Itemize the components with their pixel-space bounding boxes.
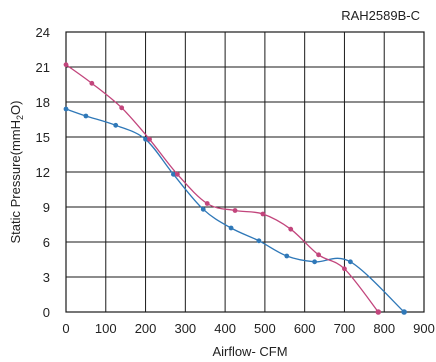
x-tick-label: 400 (214, 321, 236, 336)
series-point (288, 226, 294, 232)
y-tick-label: 0 (43, 305, 50, 320)
y-tick-label: 6 (43, 235, 50, 250)
series-point (348, 259, 353, 265)
y-tick-label: 9 (43, 200, 50, 215)
y-axis-title: Static Pressure(mmH2O) (8, 101, 25, 244)
series-line (65, 64, 379, 313)
series-point (342, 266, 347, 272)
x-tick-label: 300 (174, 321, 196, 336)
series-point (113, 122, 119, 128)
y-tick-label: 24 (36, 25, 50, 40)
series-point (228, 225, 234, 231)
grid (65, 31, 425, 313)
x-tick-label: 0 (62, 321, 69, 336)
y-tick-label: 18 (36, 95, 50, 110)
series-2 (63, 62, 382, 315)
series-layer (63, 62, 407, 315)
series-point (204, 201, 210, 206)
series-point (316, 252, 321, 258)
series-point (63, 62, 69, 68)
series-point (147, 136, 152, 142)
series-point (256, 238, 262, 244)
series-point (143, 136, 148, 142)
x-tick-label: 200 (135, 321, 157, 336)
x-tick-label: 800 (373, 321, 395, 336)
series-point (83, 113, 89, 119)
chart-title: RAH2589B-C (341, 8, 420, 23)
series-point (89, 80, 95, 86)
x-tick-labels: 0 100 200 300 400 500 600 700 800 900 (62, 321, 434, 336)
y-axis-title-end: O) (8, 101, 23, 115)
y-tick-label: 3 (43, 270, 50, 285)
series-point (375, 309, 382, 315)
series-point (174, 171, 180, 177)
y-tick-label: 15 (36, 130, 50, 145)
x-axis-title: Airflow- CFM (212, 344, 287, 359)
series-point (171, 171, 176, 177)
x-tick-label: 500 (254, 321, 276, 336)
series-point (119, 105, 125, 111)
y-tick-labels: 0 3 6 9 12 15 18 21 24 (36, 25, 50, 320)
y-axis-title-main: Static Pressure(mmH (8, 120, 23, 244)
y-axis-title-subscript: 2 (15, 115, 25, 120)
series-point (200, 206, 206, 212)
x-tick-label: 100 (95, 321, 117, 336)
series-point (232, 208, 238, 213)
plot-frame (65, 31, 425, 313)
series-point (401, 309, 407, 315)
x-tick-label: 700 (334, 321, 356, 336)
x-tick-label: 600 (294, 321, 316, 336)
series-1 (63, 106, 407, 315)
x-tick-label: 900 (413, 321, 435, 336)
series-point (284, 253, 290, 259)
y-tick-label: 12 (36, 165, 50, 180)
y-tick-label: 21 (36, 60, 50, 75)
series-point (63, 106, 69, 112)
series-point (312, 259, 318, 265)
series-point (260, 211, 266, 217)
